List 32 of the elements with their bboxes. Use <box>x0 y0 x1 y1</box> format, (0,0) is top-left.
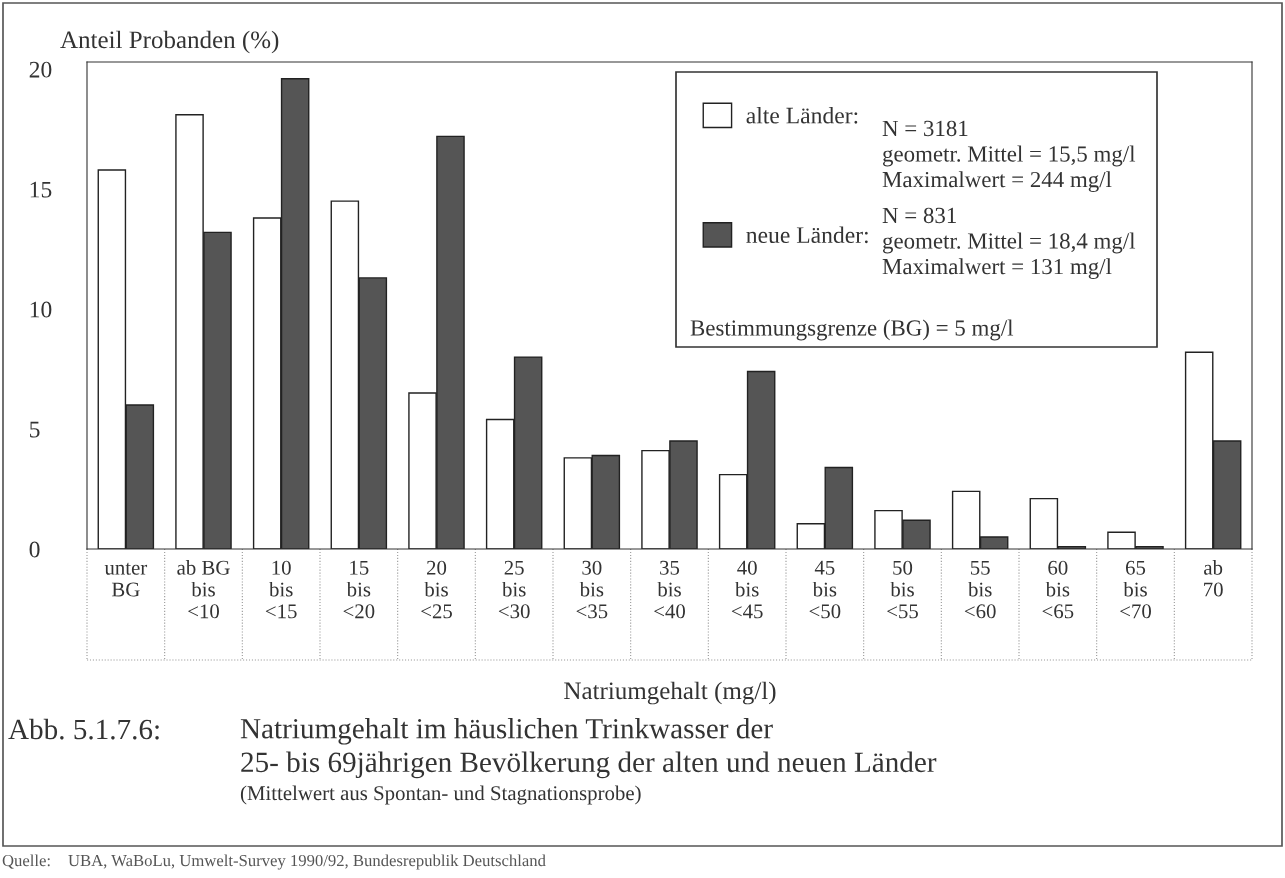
x-tick-label: 65 bis <70 <box>1120 560 1151 619</box>
y-tick-label: 0 <box>29 541 40 558</box>
y-tick-label: 10 <box>30 301 52 318</box>
x-tick-label: 45 bis <50 <box>809 560 841 619</box>
text: UBA, WaBoLu, Umwelt-Survey 1990/92, Bundesrepublik Deutschland <box>68 854 546 870</box>
legend-label: alte Länder: <box>746 106 858 124</box>
annotation: Bestimmungsgrenze (BG) = 5 mg/l <box>690 319 1014 341</box>
x-tick-label: unter BG <box>104 562 148 597</box>
text: Natriumgehalt im häuslichen Trinkwasser der 25- bis 69jährigen Bevölkerung der alten und neuen Länder <box>240 718 937 779</box>
annotation: N = 3181 geometr. Mittel = 15,5 mg/l Maximalwert = 244 mg/l <box>882 120 1136 193</box>
x-tick-label: 25 bis <30 <box>498 560 530 619</box>
x-tick-label: 50 bis <55 <box>887 560 918 619</box>
x-tick-label: 60 bis <65 <box>1042 560 1074 619</box>
text: (Mittelwert aus Spontan- und Stagnationsprobe) <box>240 785 641 805</box>
x-tick-label: 55 bis <60 <box>964 560 996 619</box>
x-tick-label: 20 bis <25 <box>421 560 452 619</box>
annotation: N = 831 geometr. Mittel = 18,4 mg/l Maximalwert = 131 mg/l <box>882 207 1136 280</box>
caption: Abb. 5.1.7.6: <box>8 718 159 740</box>
x-tick-label: 10 bis <15 <box>265 560 297 619</box>
source-note: Quelle: <box>2 854 50 869</box>
x-tick-label: ab 70 <box>1204 560 1223 597</box>
y-axis-title: Anteil Probanden (%) <box>60 30 279 54</box>
x-axis-title: Natriumgehalt (mg/l) <box>564 681 776 705</box>
x-tick-label: 30 bis <35 <box>576 560 608 619</box>
x-tick-label: 40 bis <45 <box>731 560 763 619</box>
x-tick-label: ab BG bis <10 <box>177 560 230 619</box>
x-tick-label: 15 bis <20 <box>343 560 375 619</box>
y-tick-label: 5 <box>30 421 40 438</box>
y-tick-label: 15 <box>30 181 52 198</box>
legend-label: neue Länder: <box>746 226 868 244</box>
y-tick-label: 20 <box>29 61 52 78</box>
x-tick-label: 35 bis <40 <box>654 560 685 619</box>
